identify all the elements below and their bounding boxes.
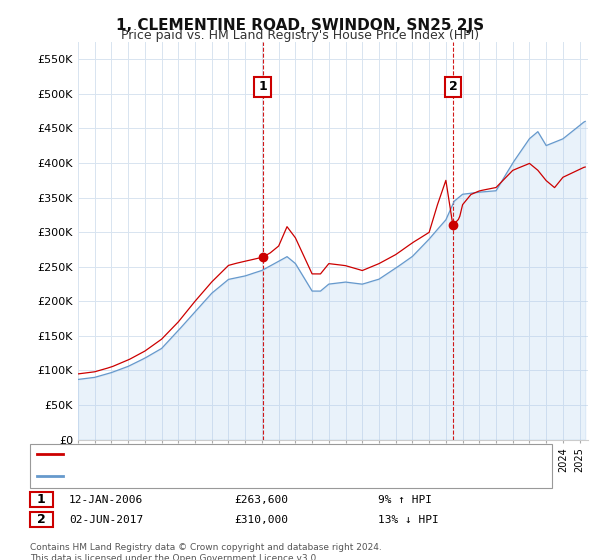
Text: Contains HM Land Registry data © Crown copyright and database right 2024.
This d: Contains HM Land Registry data © Crown c… — [30, 543, 382, 560]
Text: HPI: Average price, detached house, Swindon: HPI: Average price, detached house, Swin… — [69, 471, 338, 481]
Text: £310,000: £310,000 — [234, 515, 288, 525]
Text: £263,600: £263,600 — [234, 494, 288, 505]
Text: 1: 1 — [258, 81, 267, 94]
Text: 02-JUN-2017: 02-JUN-2017 — [69, 515, 143, 525]
Text: 1, CLEMENTINE ROAD, SWINDON, SN25 2JS: 1, CLEMENTINE ROAD, SWINDON, SN25 2JS — [116, 18, 484, 33]
Text: 12-JAN-2006: 12-JAN-2006 — [69, 494, 143, 505]
Text: 1, CLEMENTINE ROAD, SWINDON, SN25 2JS (detached house): 1, CLEMENTINE ROAD, SWINDON, SN25 2JS (d… — [69, 449, 407, 459]
Text: Price paid vs. HM Land Registry's House Price Index (HPI): Price paid vs. HM Land Registry's House … — [121, 29, 479, 42]
Text: 2: 2 — [449, 81, 457, 94]
Text: 9% ↑ HPI: 9% ↑ HPI — [378, 494, 432, 505]
Text: 1: 1 — [37, 493, 46, 506]
Text: 2: 2 — [37, 513, 46, 526]
Text: 13% ↓ HPI: 13% ↓ HPI — [378, 515, 439, 525]
